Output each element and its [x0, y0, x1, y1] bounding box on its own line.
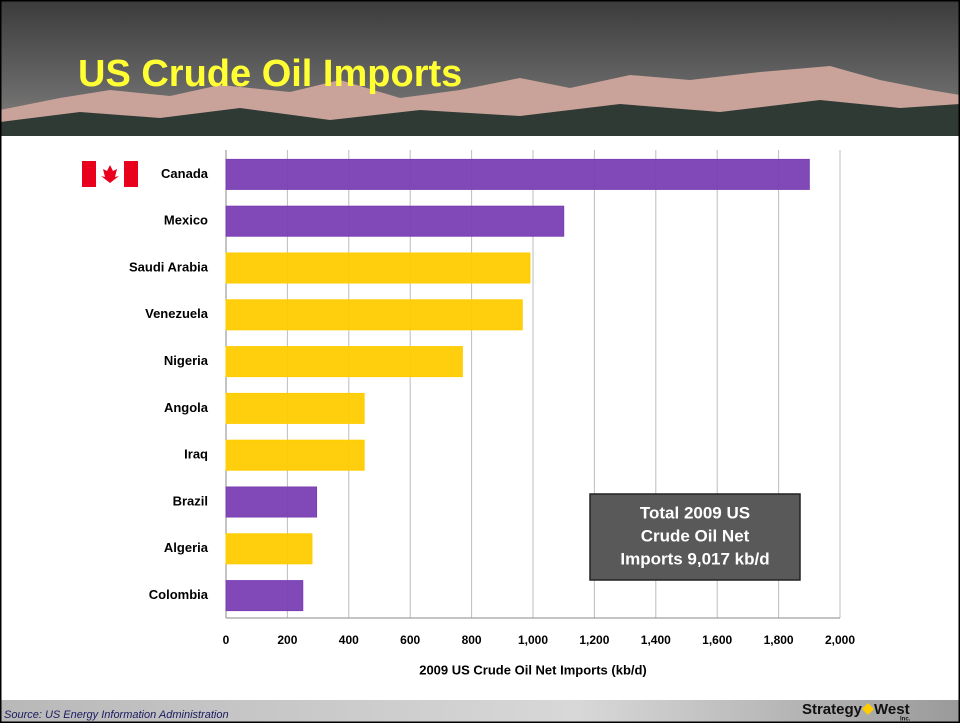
bar	[225, 205, 565, 237]
bar	[225, 346, 463, 378]
footer-band	[0, 700, 960, 723]
y-tick-label: Angola	[164, 400, 209, 415]
x-axis-label: 2009 US Crude Oil Net Imports (kb/d)	[419, 662, 647, 677]
logo-right: West	[874, 701, 910, 718]
y-tick-label: Algeria	[164, 540, 209, 555]
source-note: Source: US Energy Information Administra…	[4, 709, 229, 721]
x-tick-label: 600	[400, 633, 420, 647]
slide-title: US Crude Oil Imports	[78, 53, 462, 95]
x-tick-label: 2,000	[825, 633, 855, 647]
logo-diamond	[862, 703, 874, 715]
bar	[225, 533, 313, 565]
annotation-text: Imports 9,017 kb/d	[620, 549, 769, 568]
annotation-text: Total 2009 US	[640, 503, 750, 522]
bar	[225, 299, 523, 331]
x-tick-label: 1,400	[641, 633, 671, 647]
y-tick-label: Saudi Arabia	[129, 259, 209, 274]
bar	[225, 252, 531, 284]
y-tick-label: Colombia	[149, 587, 209, 602]
x-tick-label: 1,600	[702, 633, 732, 647]
y-tick-label: Nigeria	[164, 353, 209, 368]
x-tick-label: 1,000	[518, 633, 548, 647]
x-tick-label: 200	[277, 633, 297, 647]
annotation-text: Crude Oil Net	[641, 526, 750, 545]
x-tick-label: 800	[462, 633, 482, 647]
y-tick-label: Brazil	[173, 493, 208, 508]
canada-flag	[82, 161, 138, 187]
chart: 0 200 400 600 800 1,000 1,200 1,400 1,600 1,800 2,…	[129, 150, 855, 677]
x-tick-label: 0	[223, 633, 230, 647]
bar	[225, 158, 810, 190]
bar	[225, 486, 318, 518]
y-tick-label: Canada	[161, 166, 209, 181]
y-tick-label: Venezuela	[145, 306, 209, 321]
logo-left: Strategy	[802, 701, 863, 718]
logo-sub: Inc.	[900, 717, 911, 723]
x-tick-label: 1,800	[764, 633, 794, 647]
bar	[225, 439, 365, 471]
bar	[225, 580, 304, 612]
x-tick-label: 1,200	[579, 633, 609, 647]
annotation-box	[589, 493, 801, 581]
x-tick-label: 400	[339, 633, 359, 647]
y-tick-label: Mexico	[164, 213, 208, 228]
y-tick-label: Iraq	[184, 447, 208, 462]
bar	[225, 392, 365, 424]
header-hills	[0, 100, 960, 136]
